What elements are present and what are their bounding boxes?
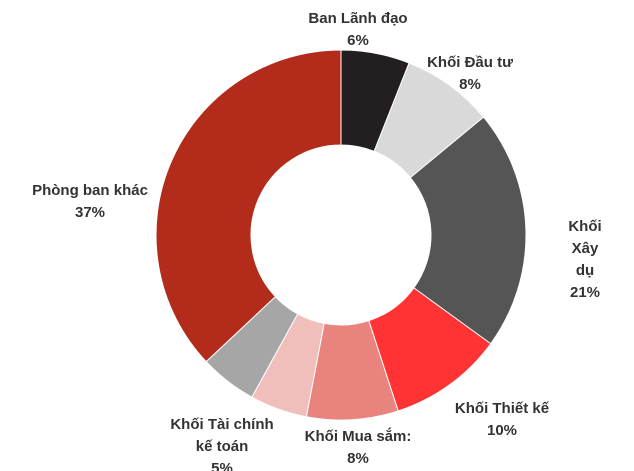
value-label: 8%	[459, 76, 481, 93]
category-label: Khối Xây dụ	[568, 218, 602, 279]
value-label: 6%	[347, 32, 369, 49]
slice-label: Khối Xây dụ 21%	[561, 216, 610, 304]
slice	[155, 49, 342, 363]
category-label: Ban Lãnh đạo	[308, 10, 408, 27]
slice-label: Khối Mua sắm: 8%	[305, 426, 412, 470]
slice-label: Khối Đầu tư 8%	[427, 52, 513, 96]
slice	[409, 116, 527, 345]
category-label: Phòng ban khác	[32, 182, 148, 199]
value-label: 5%	[211, 460, 233, 471]
slice-label: Khối Thiết kế 10%	[455, 398, 549, 442]
slice-label: Khối Tài chính kế toán 5%	[170, 414, 273, 471]
value-label: 10%	[486, 422, 518, 439]
category-label: Khối Thiết kế	[454, 400, 550, 417]
value-label: 8%	[347, 450, 369, 467]
slice-label: Ban Lãnh đạo 6%	[308, 8, 407, 52]
category-label: Khối Mua sắm:	[304, 428, 412, 445]
value-label: 21%	[569, 284, 601, 301]
slice-label: Phòng ban khác 37%	[32, 180, 148, 224]
category-label: Khối Đầu tư	[427, 54, 513, 71]
value-label: 37%	[74, 204, 106, 221]
category-label: Khối Tài chính kế toán	[170, 416, 274, 455]
